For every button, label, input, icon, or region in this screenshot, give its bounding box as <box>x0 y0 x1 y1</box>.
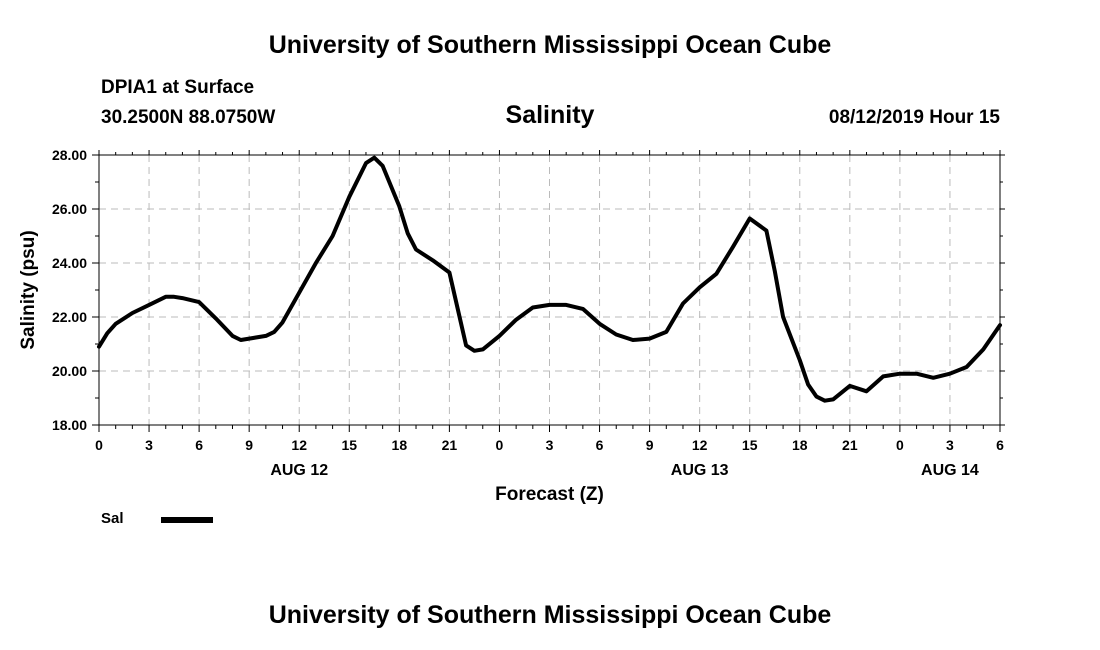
x-tick-label: 15 <box>341 437 357 453</box>
y-axis-title: Salinity (psu) <box>18 230 39 349</box>
x-tick-label: 12 <box>291 437 307 453</box>
header-title: University of Southern Mississippi Ocean… <box>268 31 832 59</box>
day-label: AUG 12 <box>270 462 328 479</box>
x-tick-label: 3 <box>946 437 954 453</box>
x-tick-label: 12 <box>692 437 708 453</box>
y-tick-label: 26.00 <box>52 201 87 217</box>
y-tick-label: 18.00 <box>52 417 87 433</box>
legend-label: Sal <box>101 510 124 527</box>
x-tick-label: 6 <box>996 437 1004 453</box>
x-tick-label: 3 <box>145 437 153 453</box>
y-tick-label: 24.00 <box>52 255 87 271</box>
grid-lines <box>99 155 1000 425</box>
x-tick-label: 21 <box>842 437 858 453</box>
x-tick-label: 0 <box>496 437 504 453</box>
axis-labels: 0 3 6 9 12 15 18 21 0 3 6 9 12 15 18 21 0 3 6 18.00 20.00 22.… <box>52 147 1004 479</box>
forecast-timestamp: 08/12/2019 Hour 15 <box>828 107 1000 128</box>
x-tick-label: 15 <box>742 437 758 453</box>
coordinates-label: 30.2500N 88.0750W <box>101 107 276 128</box>
x-tick-label: 21 <box>442 437 458 453</box>
y-tick-label: 20.00 <box>52 363 87 379</box>
x-tick-label: 18 <box>792 437 808 453</box>
x-tick-label: 0 <box>896 437 904 453</box>
footer-title: University of Southern Mississippi Ocean… <box>268 601 832 629</box>
day-label: AUG 14 <box>921 462 979 479</box>
chart-title: Salinity <box>505 101 595 129</box>
y-tick-label: 28.00 <box>52 147 87 163</box>
x-tick-label: 6 <box>596 437 604 453</box>
y-tick-label: 22.00 <box>52 309 87 325</box>
day-label: AUG 13 <box>671 462 729 479</box>
axis-ticks <box>92 150 1005 432</box>
x-tick-label: 3 <box>546 437 554 453</box>
x-tick-label: 6 <box>195 437 203 453</box>
plot-frame <box>98 154 1001 426</box>
x-tick-label: 18 <box>392 437 408 453</box>
legend-swatch <box>161 517 213 523</box>
x-tick-label: 0 <box>95 437 103 453</box>
x-axis-title: Forecast (Z) <box>495 484 604 505</box>
salinity-series-line <box>97 155 1002 403</box>
station-label: DPIA1 at Surface <box>101 77 255 98</box>
x-tick-label: 9 <box>245 437 253 453</box>
x-tick-label: 9 <box>646 437 654 453</box>
